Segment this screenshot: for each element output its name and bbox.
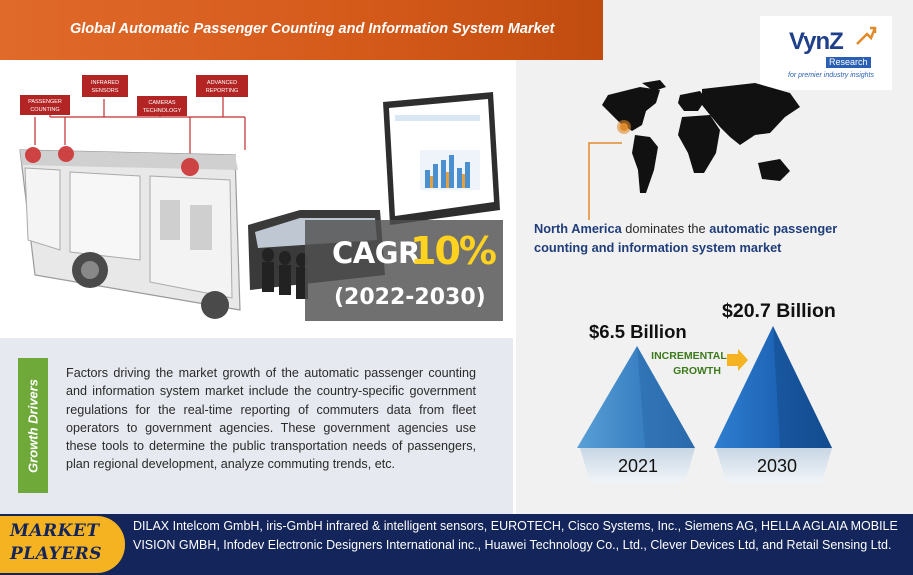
cagr-value: 10% xyxy=(410,229,497,273)
title-banner xyxy=(0,0,603,60)
incremental-arrow-icon xyxy=(727,349,748,371)
market-players-list: DILAX Intelcom GmbH, iris-GmbH infrared … xyxy=(133,519,898,552)
label-advanced-reporting: ADVANCED xyxy=(207,80,237,86)
logo-brand: VynZ xyxy=(789,28,844,55)
australia-shape xyxy=(758,159,790,181)
region-mid-text: dominates the xyxy=(621,221,710,236)
logo-arrow-icon xyxy=(856,26,877,45)
monitor-shape xyxy=(383,92,500,225)
region-statement: North America dominates the automatic pa… xyxy=(534,219,884,257)
location-pin-icon xyxy=(617,120,631,134)
label-cameras-technology: CAMERAS xyxy=(148,100,176,106)
year-2021: 2021 xyxy=(617,456,659,476)
asia-shape xyxy=(702,83,800,145)
svg-text:REPORTING: REPORTING xyxy=(206,88,239,94)
europe-shape xyxy=(678,91,706,111)
map-connector-line xyxy=(588,142,622,220)
value-2021: $6.5 Billion xyxy=(589,321,687,342)
logo-tagline: for premier industry insights xyxy=(788,72,874,79)
bus-shape xyxy=(19,146,241,319)
value-2030: $20.7 Billion xyxy=(722,300,836,322)
svg-text:SENSORS: SENSORS xyxy=(92,88,119,94)
cagr-period: (2022-2030) xyxy=(334,285,486,310)
feature-labels xyxy=(20,75,248,116)
africa-shape xyxy=(678,115,720,173)
growth-drivers-tab xyxy=(18,358,48,493)
svg-text:COUNTING: COUNTING xyxy=(30,107,59,113)
region-name: North America xyxy=(534,221,622,236)
market-players-badge xyxy=(0,516,125,573)
north-america-shape xyxy=(602,87,660,131)
base-2021 xyxy=(580,448,695,482)
base-2030 xyxy=(716,448,832,482)
region-market-name: automatic passenger counting and informa… xyxy=(534,221,838,255)
year-2030: 2030 xyxy=(756,456,798,476)
logo-sub: Research xyxy=(826,57,871,68)
label-box xyxy=(20,95,70,115)
label-box xyxy=(196,75,248,97)
south-america-shape xyxy=(632,135,658,193)
market-players-bar xyxy=(0,514,913,575)
incremental-growth-label: INCREMENTAL GROWTH xyxy=(647,349,731,379)
growth-drivers-panel xyxy=(0,338,513,514)
growth-drivers-label: Growth Drivers xyxy=(25,379,41,473)
label-passenger-counting: PASSENGER xyxy=(28,99,62,105)
players-label-line2: PLAYERS xyxy=(10,544,103,564)
label-infrared-sensors: INFRARED xyxy=(91,80,119,86)
world-map xyxy=(602,80,800,193)
page-title: Global Automatic Passenger Counting and … xyxy=(70,21,555,37)
cagr-label: CAGR xyxy=(332,236,420,270)
market-players-label: MARKET PLAYERS xyxy=(10,520,102,566)
cagr-box xyxy=(305,220,503,321)
incremental-line2: GROWTH xyxy=(673,365,721,377)
label-box xyxy=(137,96,187,116)
incremental-line1: INCREMENTAL xyxy=(651,350,727,362)
players-label-line1: MARKET xyxy=(10,521,100,541)
svg-text:TECHNOLOGY: TECHNOLOGY xyxy=(143,108,182,114)
growth-drivers-text: Factors driving the market growth of the… xyxy=(66,366,476,472)
label-box xyxy=(82,75,128,97)
market-value-graphic xyxy=(577,326,832,482)
